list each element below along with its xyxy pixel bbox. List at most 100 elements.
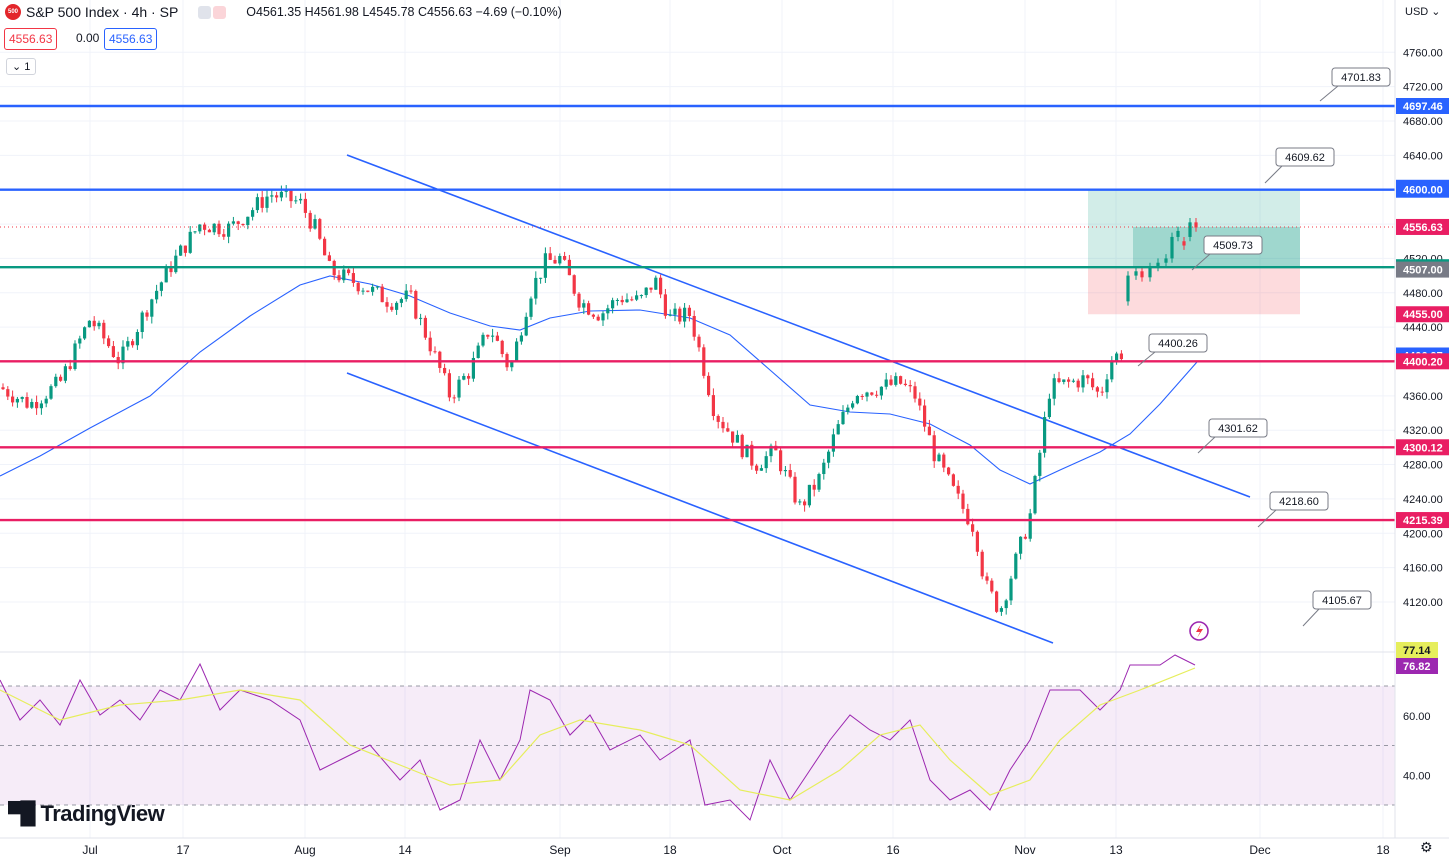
candle-body <box>620 299 624 303</box>
candle-body <box>15 398 19 403</box>
candle-body <box>654 277 658 290</box>
candle-body <box>337 275 341 281</box>
currency-label[interactable]: USD ⌄ <box>1398 0 1449 24</box>
candle-body <box>740 434 744 458</box>
candle-body <box>673 308 677 315</box>
candle-body <box>308 212 312 229</box>
candle-body <box>255 197 259 211</box>
candle-body <box>356 282 360 292</box>
candle-body <box>399 299 403 303</box>
candle-body <box>668 314 672 316</box>
time-tick-18: 18 <box>663 843 677 857</box>
candle-body <box>1100 391 1104 393</box>
tv-icon: ▀▉ <box>8 801 37 826</box>
candle-body <box>126 341 130 347</box>
candle-body <box>923 405 927 427</box>
chart-header: 500 S&P 500 Index · 4h · SP O4561.35 H45… <box>0 0 562 24</box>
callout-text: 4400.26 <box>1158 338 1198 350</box>
candle-body <box>404 290 408 300</box>
candle-body <box>375 286 379 288</box>
candle-body <box>390 306 394 310</box>
tag-text: 4215.39 <box>1403 515 1443 527</box>
candle-body <box>625 299 629 303</box>
candle-body <box>467 375 471 379</box>
tag-text: 4556.63 <box>1403 222 1443 234</box>
candle-body <box>1019 536 1023 554</box>
candle-body <box>447 373 451 398</box>
candle-body <box>1095 387 1099 392</box>
candle-body <box>716 415 720 422</box>
candle-body <box>419 317 423 319</box>
candle-body <box>428 337 432 352</box>
candle-body <box>366 290 370 292</box>
callout-text: 4105.67 <box>1322 595 1362 607</box>
callout-pointer <box>1302 608 1320 627</box>
tradingview-logo[interactable]: ▀▉ TradingView <box>8 801 165 827</box>
candle-body <box>615 299 619 301</box>
candle-body <box>11 396 15 403</box>
candle-body <box>577 293 581 308</box>
alert-bolt <box>1196 624 1203 638</box>
candle-body <box>1164 258 1168 263</box>
moving-average-line <box>0 275 1198 485</box>
candle-body <box>54 376 58 387</box>
candle-body <box>423 317 427 338</box>
candles-group <box>1 185 1198 616</box>
candle-body <box>1033 475 1037 514</box>
candle-body <box>443 367 447 374</box>
candle-body <box>663 294 667 316</box>
target-zone <box>1088 189 1300 268</box>
candle-body <box>491 335 495 337</box>
candle-body <box>870 392 874 395</box>
buy-price[interactable]: 4556.63 <box>104 28 158 50</box>
candle-body <box>630 299 634 301</box>
candle-body <box>745 444 749 458</box>
tag-bg <box>1396 306 1449 323</box>
candle-body <box>433 351 437 353</box>
candle-body <box>251 210 255 217</box>
price-tag-4600.00: 4600.00 <box>1396 181 1449 198</box>
callout-text: 4701.83 <box>1341 72 1381 84</box>
tag-bg <box>1396 642 1438 658</box>
candle-body <box>457 379 461 398</box>
candle-body <box>1194 222 1198 228</box>
candle-body <box>894 376 898 385</box>
candle-body <box>1009 578 1013 601</box>
series-toggle[interactable] <box>198 5 227 19</box>
candle-body <box>1176 230 1180 237</box>
candle-body <box>755 465 759 471</box>
candle-body <box>135 331 139 346</box>
candle-body <box>687 307 691 316</box>
candle-body <box>44 398 48 404</box>
eye-icon[interactable] <box>198 5 212 19</box>
candle-body <box>1081 375 1085 388</box>
candle-body <box>903 383 907 386</box>
candle-body <box>971 524 975 532</box>
candle-body <box>764 456 768 469</box>
indicator-toggle[interactable]: ⌄ 1 <box>6 58 37 75</box>
rsi-ma-line <box>0 667 1196 801</box>
candle-body <box>999 608 1003 612</box>
candle-body <box>875 394 879 396</box>
sell-price[interactable]: 4556.63 <box>4 28 58 50</box>
candle-body <box>1170 236 1174 259</box>
candle-body <box>294 200 298 202</box>
tag-text: 4697.46 <box>1403 101 1443 113</box>
gear-icon[interactable]: ⚙ <box>1420 839 1433 855</box>
candle-body <box>471 357 475 379</box>
candle-body <box>731 431 735 443</box>
symbol-title[interactable]: S&P 500 Index · 4h · SP <box>26 4 179 20</box>
time-tick-Dec: Dec <box>1249 843 1270 857</box>
candle-body <box>519 335 523 342</box>
wave-icon[interactable] <box>213 5 227 19</box>
candle-body <box>563 256 567 260</box>
callout-box <box>1203 235 1263 255</box>
candle-body <box>759 468 763 471</box>
candle-body <box>1086 375 1090 379</box>
callout-text: 4509.73 <box>1213 240 1253 252</box>
candle-body <box>49 386 53 399</box>
candle-body <box>707 375 711 396</box>
candle-body <box>1148 267 1152 278</box>
price-tag-4455.00: 4455.00 <box>1396 306 1449 323</box>
